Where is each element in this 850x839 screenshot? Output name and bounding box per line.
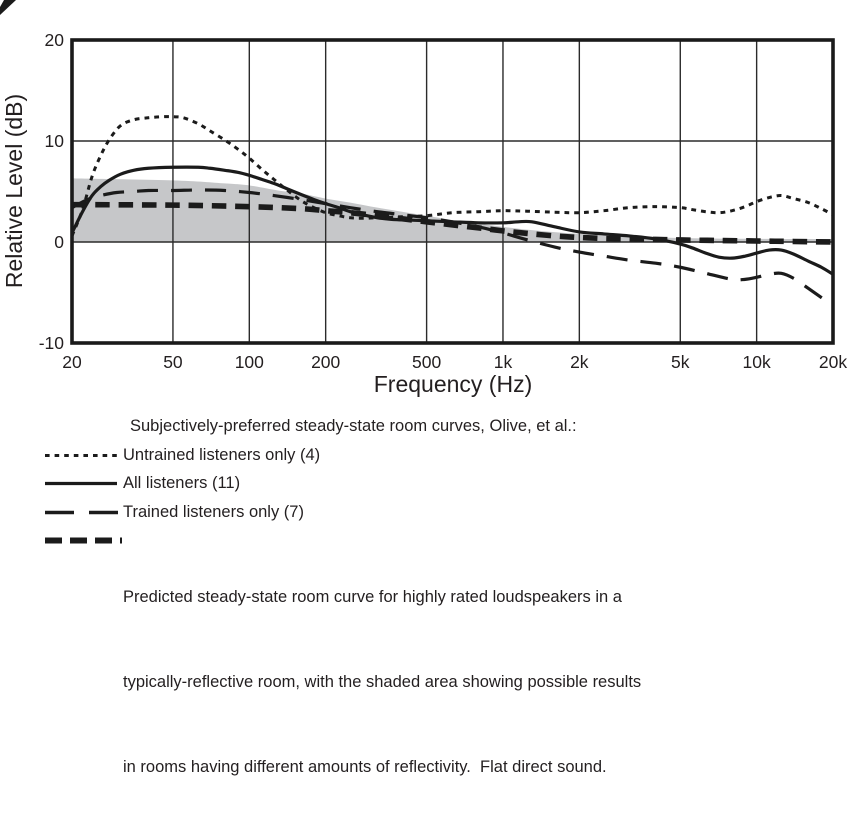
x-tick-label: 500 bbox=[412, 352, 441, 372]
y-tick-label: 0 bbox=[54, 232, 64, 252]
figure-page: { "colors": { "ink": "#231f20", "curve":… bbox=[0, 0, 848, 777]
legend-item-untrained: Untrained listeners only (4) bbox=[45, 441, 641, 469]
x-tick-label: 200 bbox=[311, 352, 340, 372]
corner-artifact bbox=[0, 0, 16, 15]
legend-item-trained: Trained listeners only (7) bbox=[45, 498, 641, 526]
legend-label-predicted-line1: Predicted steady-state room curve for hi… bbox=[123, 588, 622, 607]
legend-label-predicted-line2: typically-reflective room, with the shad… bbox=[123, 673, 642, 692]
shaded-area-group bbox=[72, 178, 833, 242]
legend-label-untrained: Untrained listeners only (4) bbox=[123, 446, 321, 464]
legend-label-all-listeners: All listeners (11) bbox=[123, 474, 241, 493]
y-tick-label: 10 bbox=[45, 131, 65, 151]
y-axis-title: Relative Level (dB) bbox=[1, 94, 27, 288]
legend: Untrained listeners only (4) All listene… bbox=[45, 441, 641, 839]
x-tick-label: 20 bbox=[62, 352, 82, 372]
legend-label-predicted: Predicted steady-state room curve for hi… bbox=[123, 526, 641, 838]
x-tick-label: 20k bbox=[819, 352, 847, 372]
x-tick-label: 50 bbox=[163, 352, 183, 372]
x-tick-label: 10k bbox=[743, 352, 771, 372]
plot-border bbox=[70, 38, 835, 345]
legend-item-predicted: Predicted steady-state room curve for hi… bbox=[45, 526, 641, 838]
y-tick-label: -10 bbox=[39, 333, 65, 353]
x-tick-label: 1k bbox=[494, 352, 513, 372]
shaded-area bbox=[72, 178, 833, 242]
long-dash-line-swatch bbox=[45, 510, 118, 515]
dotted-line-swatch bbox=[45, 454, 117, 457]
curve-solid bbox=[70, 165, 834, 276]
curves bbox=[70, 115, 834, 307]
legend-label-trained: Trained listeners only (7) bbox=[123, 502, 304, 521]
curve-thick-dash bbox=[71, 201, 834, 245]
solid-line-swatch bbox=[45, 482, 117, 486]
legend-label-predicted-line3: in rooms having different amounts of ref… bbox=[123, 758, 607, 777]
x-tick-label: 100 bbox=[235, 352, 264, 372]
x-axis-title: Frequency (Hz) bbox=[374, 371, 532, 397]
curve-dotted bbox=[70, 115, 834, 237]
x-tick-label: 5k bbox=[671, 352, 690, 372]
x-tick-label: 2k bbox=[570, 352, 589, 372]
y-tick-label: 20 bbox=[45, 30, 65, 50]
legend-item-all-listeners: All listeners (11) bbox=[45, 469, 641, 497]
thick-dash-line-swatch bbox=[45, 537, 122, 544]
legend-header: Subjectively-preferred steady-state room… bbox=[130, 417, 577, 435]
